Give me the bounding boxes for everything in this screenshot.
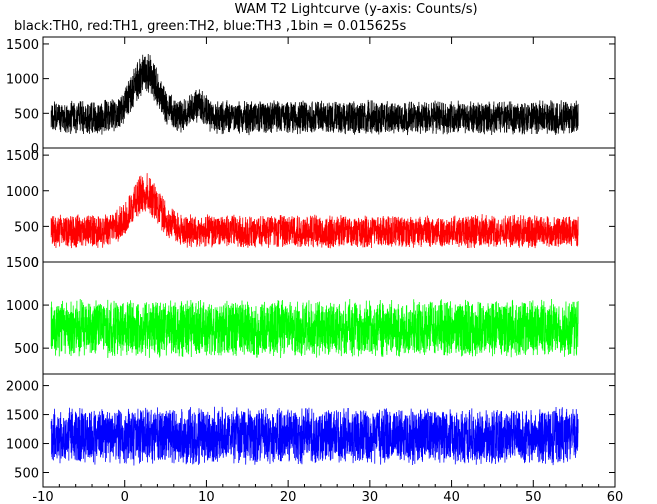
y-tick-label: 500 — [14, 107, 39, 122]
panel-th2: 500 1000 1500 — [6, 256, 616, 375]
chart-subtitle: black:TH0, red:TH1, green:TH2, blue:TH3 … — [14, 19, 407, 34]
series-line-th3 — [50, 406, 579, 466]
y-tick-label: 1500 — [6, 256, 39, 271]
y-tick-label: 1000 — [6, 299, 39, 314]
x-tick-label: 30 — [362, 490, 379, 504]
panel-th3: 500 1000 1500 2000 — [6, 373, 616, 488]
panel-th1: 0 500 1000 1500 — [6, 147, 616, 271]
series-line-th0 — [50, 53, 579, 136]
y-tick-label: 1000 — [6, 438, 39, 453]
x-axis: -10 0 10 20 30 40 50 60 — [32, 37, 623, 504]
x-tick-label: -10 — [32, 490, 53, 504]
y-tick-label: 1000 — [6, 73, 39, 88]
x-tick-label: 0 — [121, 490, 129, 504]
y-tick-label: 500 — [14, 467, 39, 482]
x-tick-label: 20 — [280, 490, 297, 504]
x-tick-label: 60 — [607, 490, 624, 504]
y-tick-label: 2000 — [6, 380, 39, 395]
x-tick-label: 40 — [443, 490, 460, 504]
y-tick-label: 1000 — [6, 185, 39, 200]
y-tick-label: 1500 — [6, 149, 39, 164]
panels-group: 0500100015000500100015005001000150050010… — [6, 36, 616, 488]
y-tick-label: 1500 — [6, 409, 39, 424]
y-tick-label: 0 — [31, 142, 39, 157]
panel-frame — [42, 373, 616, 488]
panel-th0: 0 500 1000 1500 — [6, 36, 616, 157]
y-tick-label: 0 — [31, 256, 39, 271]
y-tick-label: 500 — [14, 220, 39, 235]
series-line-th2 — [50, 298, 579, 359]
chart-title: WAM T2 Lightcurve (y-axis: Counts/s) — [234, 2, 477, 17]
x-tick-label: 50 — [525, 490, 542, 504]
x-tick-label: 10 — [198, 490, 215, 504]
y-tick-label: 500 — [14, 342, 39, 357]
y-tick-label: 1500 — [6, 38, 39, 53]
series-line-th1 — [50, 173, 579, 249]
